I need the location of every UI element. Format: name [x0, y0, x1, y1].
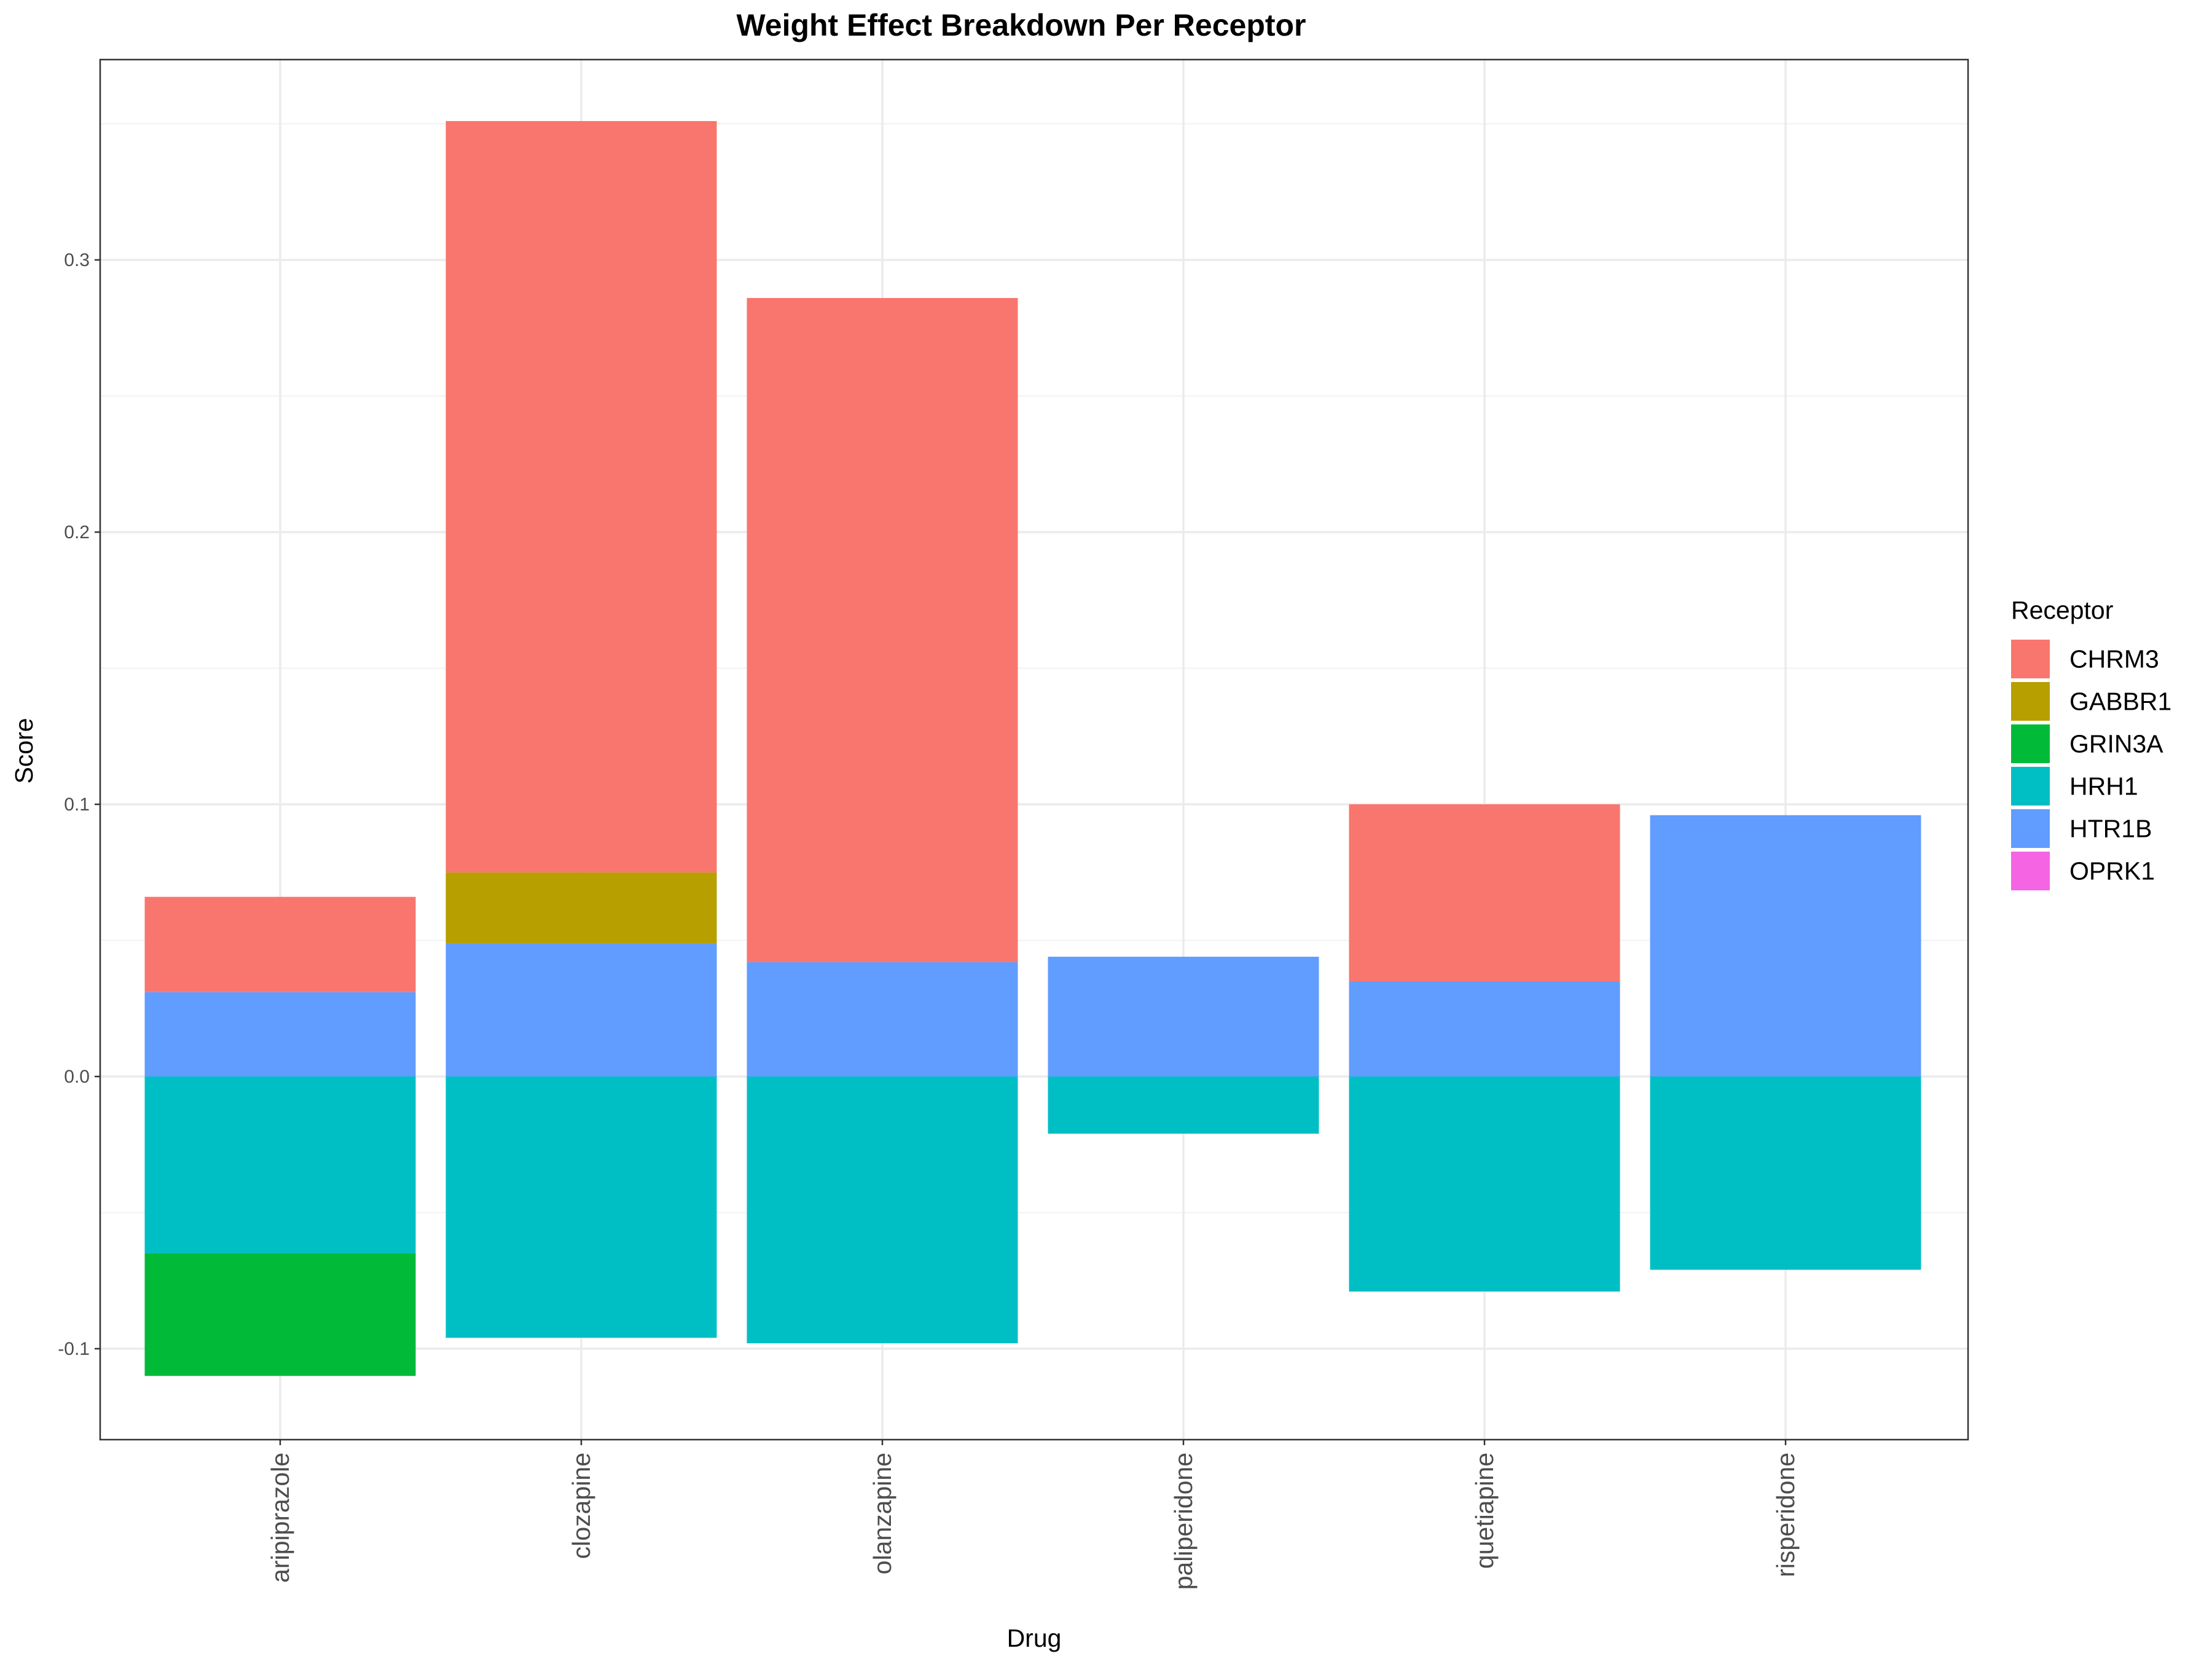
bar-clozapine-chrm3	[445, 121, 717, 873]
bar-olanzapine-htr1b	[747, 962, 1018, 1077]
bar-paliperidone-hrh1	[1048, 1077, 1319, 1134]
bar-olanzapine-chrm3	[747, 298, 1018, 962]
legend-key-grin3a	[2011, 724, 2050, 763]
y-axis-ticks: -0.1 0.0 0.1 0.2 0.3	[58, 250, 100, 1359]
y-tick-label: 0.1	[64, 794, 90, 815]
y-tick-label: 0.3	[64, 250, 90, 270]
bar-aripiprazole-htr1b	[144, 992, 416, 1077]
bar-quetiapine-chrm3	[1349, 804, 1620, 981]
x-tick-label-risperidone: risperidone	[1771, 1453, 1800, 1577]
x-tick-label-aripiprazole: aripiprazole	[266, 1453, 294, 1583]
legend-key-htr1b	[2011, 809, 2050, 848]
y-axis-title: Score	[10, 718, 38, 783]
x-tick-label-quetiapine: quetiapine	[1470, 1453, 1499, 1569]
legend-key-hrh1	[2011, 767, 2050, 806]
bar-aripiprazole-chrm3	[144, 896, 416, 992]
bar-clozapine-hrh1	[445, 1077, 717, 1338]
plot-panel-border	[99, 58, 1969, 1441]
y-tick-label: 0.2	[64, 522, 90, 543]
x-axis-ticks: aripiprazole clozapine olanzapine paliperid…	[266, 1440, 1800, 1590]
bar-quetiapine-htr1b	[1349, 981, 1620, 1077]
bars	[144, 121, 1921, 1376]
y-tick-label: 0.0	[64, 1067, 90, 1087]
legend-key-chrm3	[2011, 640, 2050, 678]
bar-paliperidone-htr1b	[1048, 957, 1319, 1077]
chart-title: Weight Effect Breakdown Per Receptor	[736, 8, 1306, 42]
bar-clozapine-gabbr1	[445, 872, 717, 943]
legend-key-gabbr1	[2011, 682, 2050, 721]
y-tick-label: -0.1	[58, 1339, 90, 1359]
legend-label-htr1b: HTR1B	[2069, 815, 2152, 843]
legend-label-grin3a: GRIN3A	[2069, 730, 2163, 758]
legend-items: CHRM3 GABBR1 GRIN3A HRH1 HTR1B OPRK1	[2011, 640, 2171, 890]
bar-aripiprazole-hrh1	[144, 1077, 416, 1253]
legend: Receptor CHRM3 GABBR1 GRIN3A HRH1 HTR1B OPRK1	[2011, 596, 2171, 890]
bar-risperidone-htr1b	[1650, 815, 1921, 1077]
bar-quetiapine-hrh1	[1349, 1077, 1620, 1292]
legend-key-oprk1	[2011, 852, 2050, 890]
x-axis-title: Drug	[1007, 1624, 1062, 1652]
bar-risperidone-hrh1	[1650, 1077, 1921, 1270]
x-tick-label-olanzapine: olanzapine	[868, 1453, 896, 1574]
bar-aripiprazole-grin3a	[144, 1253, 416, 1376]
legend-label-oprk1: OPRK1	[2069, 857, 2155, 885]
x-tick-label-paliperidone: paliperidone	[1169, 1453, 1198, 1590]
legend-label-chrm3: CHRM3	[2069, 645, 2159, 673]
bar-clozapine-htr1b	[445, 943, 717, 1077]
bar-olanzapine-hrh1	[747, 1077, 1018, 1344]
legend-label-gabbr1: GABBR1	[2069, 688, 2171, 716]
x-tick-label-clozapine: clozapine	[567, 1453, 595, 1559]
legend-label-hrh1: HRH1	[2069, 772, 2138, 801]
legend-title: Receptor	[2011, 596, 2113, 624]
